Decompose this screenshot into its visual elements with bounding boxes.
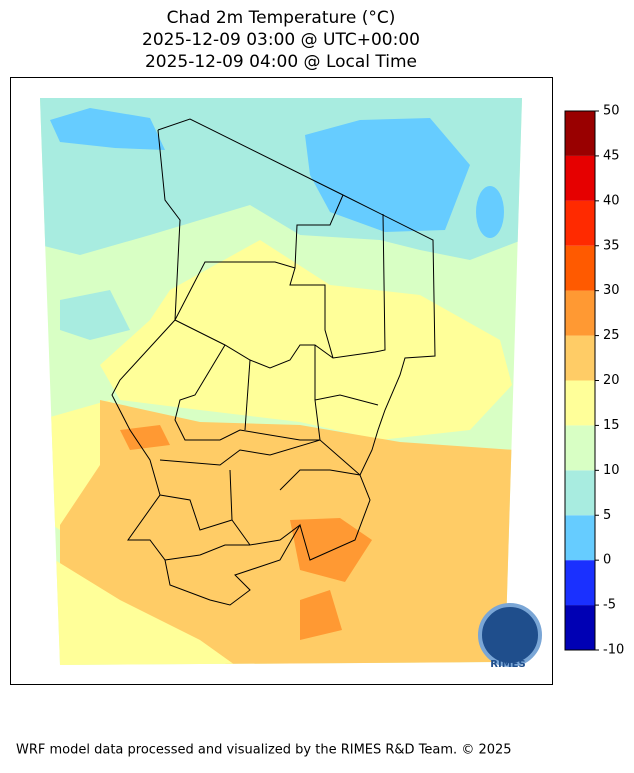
- temperature-field: [40, 98, 522, 665]
- title-line: 2025-12-09 03:00 @ UTC+00:00: [142, 30, 420, 50]
- colorbar: -10 -5 0 5 10 15 20 25 30 35 40 45 50: [564, 104, 624, 658]
- colorbar-tick-label: 25: [603, 328, 620, 343]
- colorbar-segment: [565, 155, 595, 201]
- colorbar-segment: [565, 515, 595, 561]
- colorbar-tick-label: 20: [603, 373, 620, 388]
- colorbar-segment: [565, 605, 595, 650]
- colorbar-segment: [565, 111, 595, 156]
- colorbar-tick-label: 35: [603, 238, 620, 253]
- colorbar-segment: [565, 470, 595, 516]
- colorbar-segment: [565, 560, 595, 606]
- colorbar-tick-label: 0: [603, 553, 611, 568]
- colorbar-segment: [565, 425, 595, 471]
- colorbar-segment: [565, 290, 595, 336]
- colorbar-tick-label: 10: [603, 463, 620, 478]
- boundaries: [111, 118, 436, 606]
- map-frame: [10, 77, 553, 685]
- title-line: 2025-12-09 04:00 @ Local Time: [145, 52, 417, 72]
- colorbar-tick-label: 5: [603, 508, 611, 523]
- colorbar-tick-label: 40: [603, 193, 620, 208]
- colorbar-tick-label: 30: [603, 283, 620, 298]
- logo-text: RIMES: [490, 659, 525, 670]
- colorbar-segment: [565, 335, 595, 381]
- colorbar-tick-label: -10: [603, 643, 624, 658]
- colorbar-tick-label: 50: [603, 104, 620, 119]
- title-line: Chad 2m Temperature (°C): [167, 8, 396, 28]
- colorbar-segment: [565, 245, 595, 291]
- colorbar-tick-label: 45: [603, 148, 620, 163]
- footer: WRF model data processed and visualized …: [16, 743, 512, 758]
- colorbar-segment: [565, 380, 595, 426]
- colorbar-tick-label: -5: [603, 598, 616, 613]
- logo: RIMES: [478, 603, 542, 670]
- colorbar-tick-label: 15: [603, 418, 620, 433]
- colorbar-segment: [565, 200, 595, 246]
